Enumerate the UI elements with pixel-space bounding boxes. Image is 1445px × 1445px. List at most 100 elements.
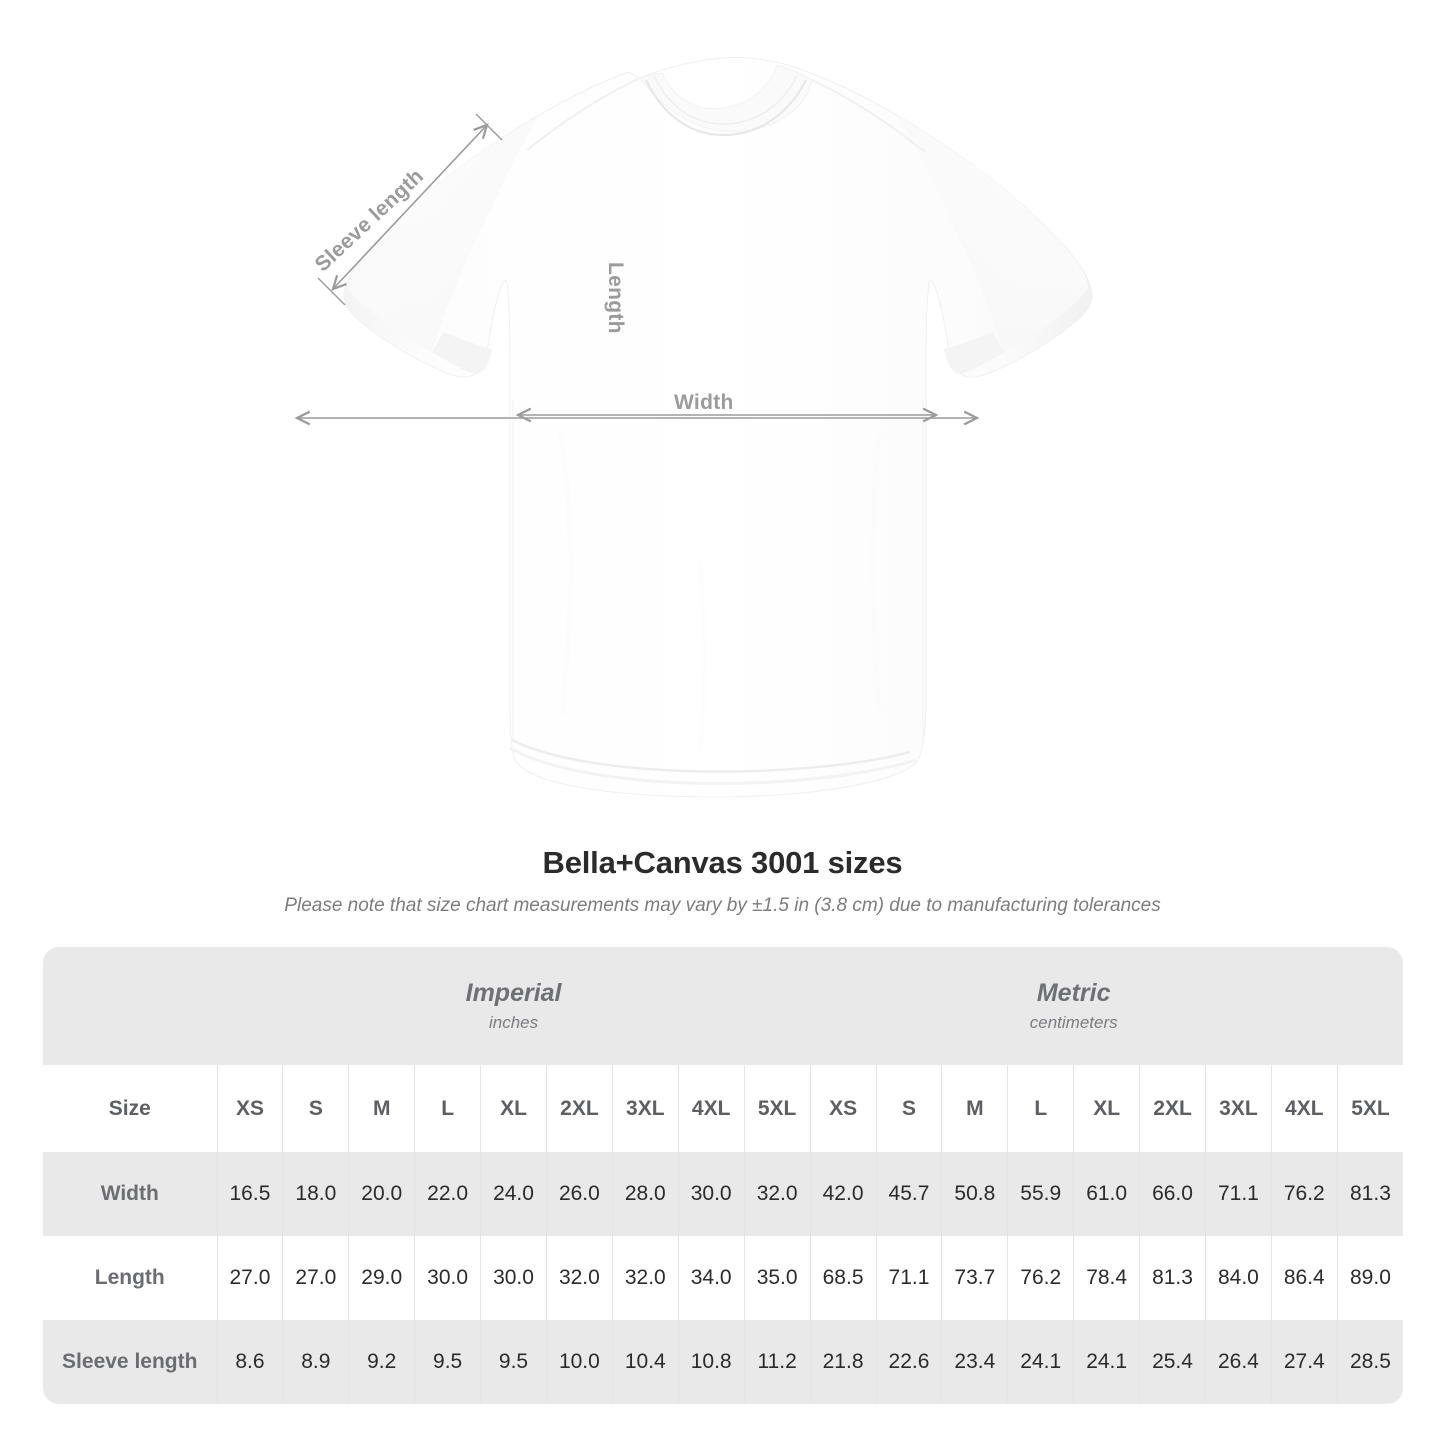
size-header-imp-5: 2XL bbox=[545, 1065, 613, 1152]
cell-length-met-7: 86.4 bbox=[1270, 1236, 1338, 1320]
cell-width-met-3: 55.9 bbox=[1007, 1152, 1074, 1236]
metric-unit: centimeters bbox=[1029, 1012, 1118, 1032]
cell-width-imp-5: 26.0 bbox=[545, 1152, 613, 1236]
imperial-group-header: Imperial inches bbox=[217, 947, 811, 1065]
cell-length-imp-8: 35.0 bbox=[743, 1236, 811, 1320]
tshirt-diagram: Width Length Sleeve length bbox=[294, 57, 1093, 798]
cell-width-met-4: 61.0 bbox=[1073, 1152, 1140, 1236]
size-header-met-3: L bbox=[1007, 1065, 1074, 1152]
row-label-length: Length bbox=[43, 1236, 217, 1320]
cell-sleeve-met-8: 28.5 bbox=[1336, 1320, 1404, 1404]
metric-group-header: Metric centimeters bbox=[810, 947, 1338, 1065]
cell-length-imp-0: 27.0 bbox=[216, 1236, 283, 1320]
size-header-met-5: 2XL bbox=[1139, 1065, 1206, 1152]
cell-sleeve-met-1: 22.6 bbox=[875, 1320, 942, 1404]
sleeve-arrow bbox=[331, 123, 489, 291]
page-title: Bella+Canvas 3001 sizes bbox=[542, 845, 903, 880]
cell-length-imp-1: 27.0 bbox=[282, 1236, 349, 1320]
imperial-label: Imperial bbox=[465, 979, 562, 1008]
cell-width-imp-1: 18.0 bbox=[282, 1152, 349, 1236]
cell-sleeve-imp-6: 10.4 bbox=[611, 1320, 679, 1404]
cell-length-met-6: 84.0 bbox=[1204, 1236, 1272, 1320]
cell-width-met-7: 76.2 bbox=[1270, 1152, 1338, 1236]
row-label-width: Width bbox=[43, 1152, 217, 1236]
metric-label: Metric bbox=[1036, 979, 1111, 1008]
size-header-imp-3: L bbox=[414, 1065, 481, 1152]
size-header-imp-6: 3XL bbox=[611, 1065, 679, 1152]
width-dimension-label: Width bbox=[674, 391, 734, 414]
cell-sleeve-imp-0: 8.6 bbox=[216, 1320, 283, 1404]
cell-width-imp-8: 32.0 bbox=[743, 1152, 811, 1236]
page-subtitle: Please note that size chart measurements… bbox=[284, 895, 1161, 916]
cell-length-imp-3: 30.0 bbox=[414, 1236, 481, 1320]
cell-width-met-8: 81.3 bbox=[1336, 1152, 1404, 1236]
cell-length-imp-4: 30.0 bbox=[480, 1236, 547, 1320]
size-header-imp-8: 5XL bbox=[743, 1065, 811, 1152]
cell-length-met-8: 89.0 bbox=[1336, 1236, 1404, 1320]
cell-width-imp-6: 28.0 bbox=[611, 1152, 679, 1236]
size-chart-table-wrapper: Imperial inches Metric centimeters Size … bbox=[43, 947, 1404, 1404]
length-dimension-label: Length bbox=[604, 262, 627, 334]
imperial-unit: inches bbox=[488, 1012, 539, 1032]
size-header-met-7: 4XL bbox=[1270, 1065, 1338, 1152]
table-row: Width 16.5 18.0 20.0 22.0 24.0 26.0 28.0… bbox=[43, 1152, 1404, 1236]
table-row: Sleeve length 8.6 8.9 9.2 9.5 9.5 10.0 1… bbox=[43, 1320, 1404, 1404]
cell-width-imp-2: 20.0 bbox=[348, 1152, 415, 1236]
cell-width-met-1: 45.7 bbox=[875, 1152, 942, 1236]
size-header-imp-0: XS bbox=[216, 1065, 283, 1152]
cell-sleeve-imp-7: 10.8 bbox=[677, 1320, 745, 1404]
size-header-imp-4: XL bbox=[480, 1065, 547, 1152]
table-row: Length 27.0 27.0 29.0 30.0 30.0 32.0 32.… bbox=[43, 1236, 1404, 1320]
size-header-row: Size XS S M L XL 2XL 3XL 4XL 5XL XS S M … bbox=[43, 1065, 1404, 1152]
title-block: Bella+Canvas 3001 sizes Please note that… bbox=[0, 845, 1445, 917]
cell-sleeve-met-7: 27.4 bbox=[1270, 1320, 1338, 1404]
cell-width-met-0: 42.0 bbox=[809, 1152, 877, 1236]
cell-sleeve-met-6: 26.4 bbox=[1204, 1320, 1272, 1404]
cell-sleeve-met-4: 24.1 bbox=[1073, 1320, 1140, 1404]
size-header-met-4: XL bbox=[1073, 1065, 1140, 1152]
cell-width-met-2: 50.8 bbox=[941, 1152, 1008, 1236]
tshirt-svg bbox=[294, 57, 1093, 798]
banner-spacer-right bbox=[1337, 947, 1404, 1065]
cell-length-imp-2: 29.0 bbox=[348, 1236, 415, 1320]
unit-banner-row: Imperial inches Metric centimeters bbox=[43, 947, 1404, 1065]
cell-length-met-2: 73.7 bbox=[941, 1236, 1008, 1320]
cell-sleeve-imp-8: 11.2 bbox=[743, 1320, 811, 1404]
size-header-imp-7: 4XL bbox=[677, 1065, 745, 1152]
banner-spacer-left bbox=[43, 947, 217, 1065]
cell-length-imp-5: 32.0 bbox=[545, 1236, 613, 1320]
cell-length-met-4: 78.4 bbox=[1073, 1236, 1140, 1320]
cell-width-imp-7: 30.0 bbox=[677, 1152, 745, 1236]
size-chart-table: Imperial inches Metric centimeters Size … bbox=[43, 947, 1404, 1404]
size-header-met-8: 5XL bbox=[1336, 1065, 1404, 1152]
cell-sleeve-imp-2: 9.2 bbox=[348, 1320, 415, 1404]
size-column-label: Size bbox=[43, 1065, 217, 1152]
size-header-met-2: M bbox=[941, 1065, 1008, 1152]
size-header-met-0: XS bbox=[809, 1065, 877, 1152]
cell-sleeve-imp-3: 9.5 bbox=[414, 1320, 481, 1404]
cell-width-imp-4: 24.0 bbox=[480, 1152, 547, 1236]
cell-length-imp-6: 32.0 bbox=[611, 1236, 679, 1320]
size-header-imp-2: M bbox=[348, 1065, 415, 1152]
cell-width-imp-3: 22.0 bbox=[414, 1152, 481, 1236]
cell-sleeve-met-0: 21.8 bbox=[809, 1320, 877, 1404]
cell-length-met-3: 76.2 bbox=[1007, 1236, 1074, 1320]
size-header-met-1: S bbox=[875, 1065, 942, 1152]
cell-sleeve-imp-4: 9.5 bbox=[480, 1320, 547, 1404]
cell-width-met-6: 71.1 bbox=[1204, 1152, 1272, 1236]
tshirt-garment bbox=[343, 57, 1093, 798]
cell-width-imp-0: 16.5 bbox=[216, 1152, 283, 1236]
size-header-met-6: 3XL bbox=[1204, 1065, 1272, 1152]
cell-sleeve-imp-5: 10.0 bbox=[545, 1320, 613, 1404]
cell-sleeve-met-5: 25.4 bbox=[1139, 1320, 1206, 1404]
cell-width-met-5: 66.0 bbox=[1139, 1152, 1206, 1236]
size-header-imp-1: S bbox=[282, 1065, 349, 1152]
cell-length-imp-7: 34.0 bbox=[677, 1236, 745, 1320]
row-label-sleeve-length: Sleeve length bbox=[43, 1320, 217, 1404]
cell-sleeve-met-3: 24.1 bbox=[1007, 1320, 1074, 1404]
dimension-arrows bbox=[294, 113, 980, 426]
cell-sleeve-met-2: 23.4 bbox=[941, 1320, 1008, 1404]
cell-length-met-1: 71.1 bbox=[875, 1236, 942, 1320]
cell-length-met-0: 68.5 bbox=[809, 1236, 877, 1320]
cell-sleeve-imp-1: 8.9 bbox=[282, 1320, 349, 1404]
